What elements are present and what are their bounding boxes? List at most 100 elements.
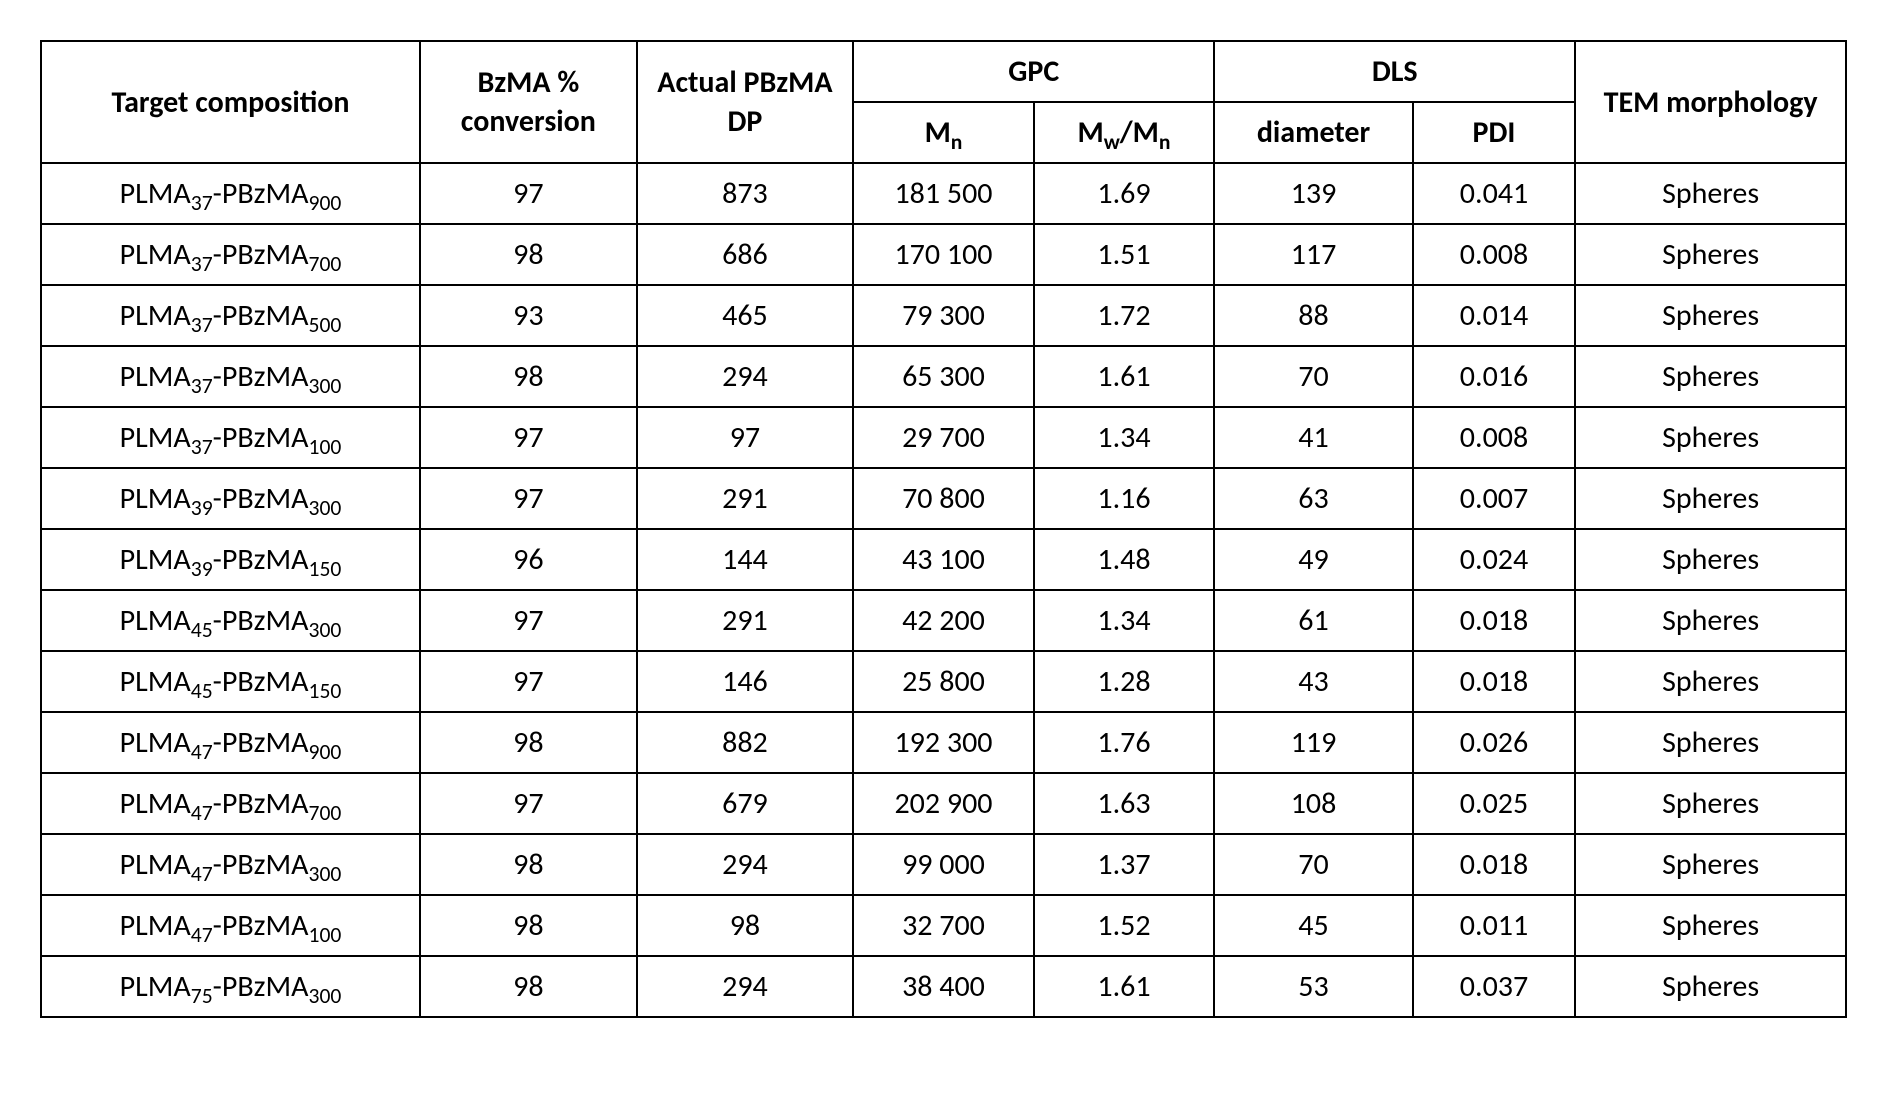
cell-pdi: 0.008	[1413, 224, 1575, 285]
col-gpc: GPC	[853, 41, 1214, 102]
cell-mn: 79 300	[853, 285, 1034, 346]
cell-pdi: 0.018	[1413, 651, 1575, 712]
cell-mwmn: 1.63	[1034, 773, 1215, 834]
cell-pdi: 0.026	[1413, 712, 1575, 773]
cell-diameter: 119	[1214, 712, 1413, 773]
table-row: PLMA39-PBzMA1509614443 1001.48490.024Sph…	[41, 529, 1846, 590]
table-row: PLMA47-PBzMA3009829499 0001.37700.018Sph…	[41, 834, 1846, 895]
cell-diameter: 63	[1214, 468, 1413, 529]
cell-diameter: 117	[1214, 224, 1413, 285]
cell-pdi: 0.016	[1413, 346, 1575, 407]
cell-mwmn: 1.69	[1034, 163, 1215, 224]
cell-tem: Spheres	[1575, 590, 1846, 651]
cell-mn: 43 100	[853, 529, 1034, 590]
cell-mwmn: 1.34	[1034, 407, 1215, 468]
table-header: Target composition BzMA % conversion Act…	[41, 41, 1846, 163]
table-row: PLMA39-PBzMA3009729170 8001.16630.007Sph…	[41, 468, 1846, 529]
cell-target: PLMA37-PBzMA700	[41, 224, 420, 285]
cell-conv: 97	[420, 590, 637, 651]
cell-tem: Spheres	[1575, 468, 1846, 529]
cell-mn: 32 700	[853, 895, 1034, 956]
cell-tem: Spheres	[1575, 163, 1846, 224]
cell-diameter: 61	[1214, 590, 1413, 651]
col-dp: Actual PBzMA DP	[637, 41, 854, 163]
cell-tem: Spheres	[1575, 956, 1846, 1017]
cell-diameter: 49	[1214, 529, 1413, 590]
cell-dp: 98	[637, 895, 854, 956]
cell-conv: 97	[420, 407, 637, 468]
cell-pdi: 0.018	[1413, 590, 1575, 651]
cell-conv: 98	[420, 712, 637, 773]
cell-target: PLMA47-PBzMA900	[41, 712, 420, 773]
cell-mwmn: 1.61	[1034, 346, 1215, 407]
cell-mn: 181 500	[853, 163, 1034, 224]
col-diameter: diameter	[1214, 102, 1413, 163]
cell-diameter: 43	[1214, 651, 1413, 712]
cell-target: PLMA37-PBzMA900	[41, 163, 420, 224]
cell-target: PLMA39-PBzMA150	[41, 529, 420, 590]
cell-mwmn: 1.16	[1034, 468, 1215, 529]
cell-dp: 97	[637, 407, 854, 468]
cell-conv: 97	[420, 773, 637, 834]
cell-mwmn: 1.34	[1034, 590, 1215, 651]
cell-target: PLMA47-PBzMA300	[41, 834, 420, 895]
cell-target: PLMA37-PBzMA300	[41, 346, 420, 407]
cell-conv: 97	[420, 468, 637, 529]
cell-mwmn: 1.52	[1034, 895, 1215, 956]
cell-target: PLMA47-PBzMA100	[41, 895, 420, 956]
cell-mn: 192 300	[853, 712, 1034, 773]
table-row: PLMA37-PBzMA5009346579 3001.72880.014Sph…	[41, 285, 1846, 346]
cell-tem: Spheres	[1575, 895, 1846, 956]
col-target: Target composition	[41, 41, 420, 163]
table-row: PLMA47-PBzMA100989832 7001.52450.011Sphe…	[41, 895, 1846, 956]
cell-conv: 98	[420, 895, 637, 956]
cell-diameter: 139	[1214, 163, 1413, 224]
data-table: Target composition BzMA % conversion Act…	[40, 40, 1847, 1018]
cell-mn: 42 200	[853, 590, 1034, 651]
cell-mwmn: 1.48	[1034, 529, 1215, 590]
cell-conv: 93	[420, 285, 637, 346]
cell-mwmn: 1.28	[1034, 651, 1215, 712]
cell-tem: Spheres	[1575, 773, 1846, 834]
cell-dp: 465	[637, 285, 854, 346]
table-row: PLMA47-PBzMA90098882192 3001.761190.026S…	[41, 712, 1846, 773]
cell-dp: 144	[637, 529, 854, 590]
cell-mn: 25 800	[853, 651, 1034, 712]
cell-conv: 97	[420, 163, 637, 224]
cell-tem: Spheres	[1575, 651, 1846, 712]
col-mwmn: Mw/Mn	[1034, 102, 1215, 163]
cell-tem: Spheres	[1575, 224, 1846, 285]
cell-mwmn: 1.51	[1034, 224, 1215, 285]
cell-pdi: 0.041	[1413, 163, 1575, 224]
cell-mn: 170 100	[853, 224, 1034, 285]
table-row: PLMA37-PBzMA70098686170 1001.511170.008S…	[41, 224, 1846, 285]
cell-pdi: 0.037	[1413, 956, 1575, 1017]
cell-pdi: 0.011	[1413, 895, 1575, 956]
cell-conv: 96	[420, 529, 637, 590]
table-row: PLMA45-PBzMA3009729142 2001.34610.018Sph…	[41, 590, 1846, 651]
cell-diameter: 70	[1214, 346, 1413, 407]
cell-tem: Spheres	[1575, 407, 1846, 468]
cell-diameter: 88	[1214, 285, 1413, 346]
cell-diameter: 70	[1214, 834, 1413, 895]
cell-conv: 98	[420, 224, 637, 285]
cell-conv: 98	[420, 956, 637, 1017]
cell-dp: 873	[637, 163, 854, 224]
table-row: PLMA47-PBzMA70097679202 9001.631080.025S…	[41, 773, 1846, 834]
cell-tem: Spheres	[1575, 285, 1846, 346]
cell-mn: 29 700	[853, 407, 1034, 468]
cell-dp: 291	[637, 468, 854, 529]
col-pdi: PDI	[1413, 102, 1575, 163]
cell-pdi: 0.025	[1413, 773, 1575, 834]
cell-mwmn: 1.76	[1034, 712, 1215, 773]
table-row: PLMA37-PBzMA3009829465 3001.61700.016Sph…	[41, 346, 1846, 407]
cell-mwmn: 1.72	[1034, 285, 1215, 346]
cell-dp: 146	[637, 651, 854, 712]
cell-pdi: 0.007	[1413, 468, 1575, 529]
cell-mwmn: 1.61	[1034, 956, 1215, 1017]
cell-dp: 291	[637, 590, 854, 651]
col-dls: DLS	[1214, 41, 1575, 102]
cell-dp: 686	[637, 224, 854, 285]
cell-pdi: 0.014	[1413, 285, 1575, 346]
cell-mn: 38 400	[853, 956, 1034, 1017]
